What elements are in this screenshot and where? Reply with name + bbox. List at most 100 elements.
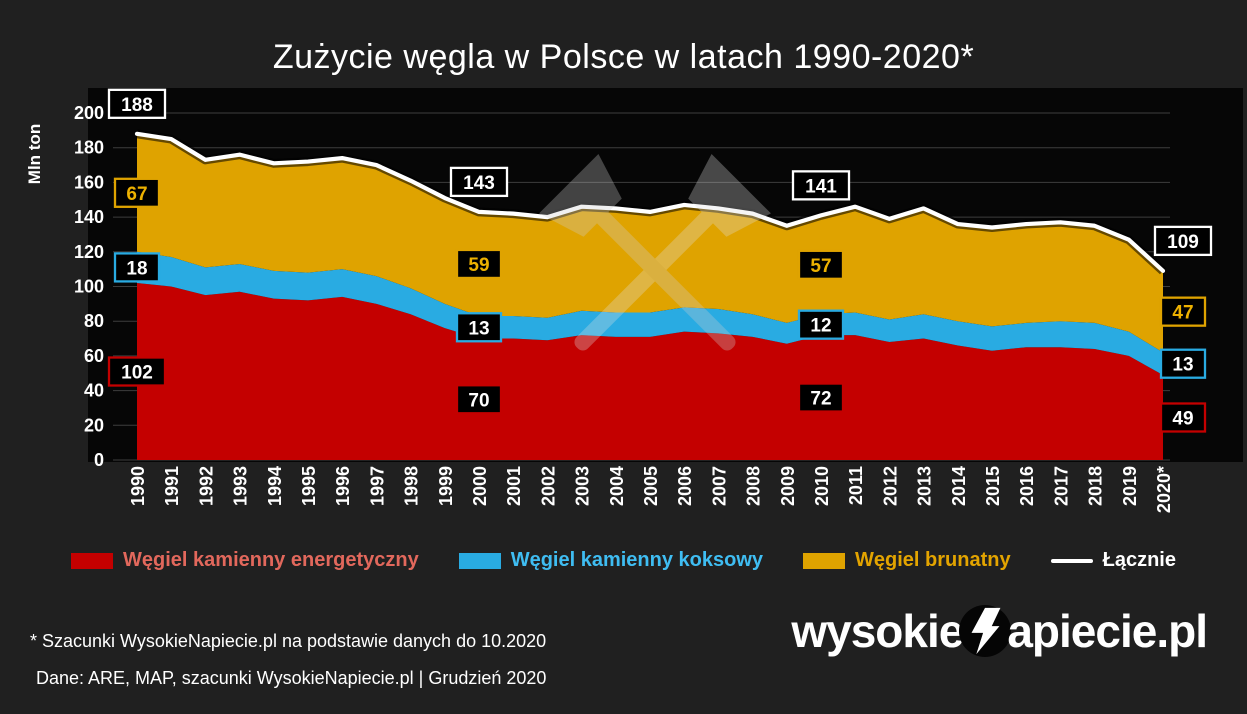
x-tick-label: 1993 — [231, 466, 251, 506]
chart-title: Zużycie węgla w Polsce w latach 1990-202… — [272, 38, 975, 76]
x-tick-label: 2015 — [983, 466, 1003, 506]
y-tick-label: 200 — [74, 103, 104, 123]
footnote-sources: Dane: ARE, MAP, szacunki WysokieNapiecie… — [36, 668, 547, 688]
x-tick-label: 2002 — [538, 466, 558, 506]
callout-energetyczny-102: 102 — [107, 356, 167, 387]
svg-text:12: 12 — [810, 316, 831, 337]
legend-label-lacznie: Łącznie — [1102, 549, 1176, 571]
y-tick-label: 80 — [84, 311, 104, 331]
callout-koksowy-13: 13 — [455, 312, 503, 343]
svg-text:109: 109 — [1167, 232, 1199, 253]
x-tick-label: 2001 — [504, 466, 524, 506]
legend-label-energetyczny: Węgiel kamienny energetyczny — [123, 549, 419, 571]
svg-text:13: 13 — [1172, 355, 1193, 376]
callout-koksowy-18: 18 — [113, 252, 161, 283]
callout-brunatny-57: 57 — [797, 249, 845, 280]
y-tick-label: 140 — [74, 207, 104, 227]
svg-text:13: 13 — [468, 318, 489, 339]
x-tick-label: 2010 — [812, 466, 832, 506]
x-tick-label: 2007 — [709, 466, 729, 506]
total-line — [134, 131, 1166, 273]
svg-text:18: 18 — [126, 258, 147, 279]
callout-brunatny-47: 47 — [1159, 296, 1207, 327]
x-tick-label: 1992 — [196, 466, 216, 506]
svg-text:47: 47 — [1172, 303, 1193, 324]
legend-swatch-brunatny — [803, 552, 846, 569]
chart-legend: Węgiel kamienny energetyczny Węgiel kami… — [0, 549, 1247, 572]
y-tick-label: 160 — [74, 172, 104, 192]
x-tick-label: 1996 — [333, 466, 353, 506]
legend-item-koksowy: Węgiel kamienny koksowy — [458, 549, 764, 572]
y-tick-label: 120 — [74, 242, 104, 262]
x-tick-label: 1997 — [367, 466, 387, 506]
area-brunatny — [137, 133, 1163, 353]
svg-text:67: 67 — [126, 184, 147, 205]
callout-brunatny-67: 67 — [113, 177, 161, 208]
legend-swatch-energetyczny — [71, 552, 114, 569]
callout-koksowy-12: 12 — [797, 309, 845, 340]
callout-lacznie-109: 109 — [1153, 225, 1213, 257]
x-tick-label: 2013 — [915, 466, 935, 506]
y-tick-label: 180 — [74, 138, 104, 158]
callout-energetyczny-49: 49 — [1159, 402, 1207, 433]
x-tick-label: 2006 — [675, 466, 695, 506]
mining-crossed-hammers-watermark — [539, 154, 771, 351]
callout-lacznie-143: 143 — [449, 166, 509, 198]
x-tick-label: 2019 — [1120, 466, 1140, 506]
x-tick-label: 1994 — [265, 466, 285, 506]
svg-text:59: 59 — [468, 255, 489, 276]
footnote-estimate: * Szacunki WysokieNapiecie.pl na podstaw… — [30, 631, 547, 651]
svg-text:188: 188 — [121, 95, 153, 116]
svg-text:70: 70 — [468, 390, 489, 411]
y-tick-label: 20 — [84, 415, 104, 435]
legend-item-lacznie: Łącznie — [1050, 549, 1176, 572]
x-tick-label: 2008 — [744, 466, 764, 506]
x-tick-label: 1990 — [128, 466, 148, 506]
callout-lacznie-141: 141 — [791, 170, 851, 201]
svg-text:49: 49 — [1172, 408, 1193, 429]
y-tick-label: 0 — [94, 450, 104, 470]
svg-text:143: 143 — [463, 173, 495, 194]
y-tick-label: 100 — [74, 277, 104, 297]
svg-text:102: 102 — [121, 363, 153, 384]
x-tick-label: 2003 — [573, 466, 593, 506]
x-tick-label: 2017 — [1051, 466, 1071, 506]
x-tick-label: 2014 — [949, 466, 969, 506]
x-tick-label: 2018 — [1086, 466, 1106, 506]
brand-logo: wysokie apiecie.pl — [791, 604, 1208, 658]
x-tick-label: 2009 — [778, 466, 798, 506]
legend-label-brunatny: Węgiel brunatny — [855, 549, 1011, 571]
x-tick-label: 2011 — [846, 466, 866, 505]
callout-energetyczny-70: 70 — [455, 384, 503, 415]
legend-swatch-koksowy — [458, 552, 501, 569]
area-koksowy — [137, 251, 1163, 375]
y-tick-label: 40 — [84, 381, 104, 401]
legend-label-koksowy: Węgiel kamienny koksowy — [510, 549, 764, 571]
logo-text-prefix: wysokie — [791, 605, 964, 657]
callout-brunatny-59: 59 — [455, 248, 503, 280]
callout-lacznie-188: 188 — [107, 88, 167, 119]
x-tick-label: 2020* — [1154, 466, 1174, 513]
x-tick-label: 2004 — [607, 466, 627, 506]
svg-text:57: 57 — [810, 256, 831, 277]
x-tick-label: 1995 — [299, 466, 319, 506]
x-tick-label: 2016 — [1017, 466, 1037, 506]
x-tick-label: 2005 — [641, 466, 661, 506]
logo-text-suffix: apiecie.pl — [1007, 605, 1208, 657]
x-tick-label: 2000 — [470, 466, 490, 506]
area-energetyczny — [137, 283, 1163, 460]
legend-item-energetyczny: Węgiel kamienny energetyczny — [71, 549, 419, 572]
x-tick-label: 1991 — [162, 466, 182, 506]
callout-energetyczny-72: 72 — [797, 382, 845, 413]
x-tick-label: 1999 — [436, 466, 456, 506]
x-tick-label: 2012 — [880, 466, 900, 506]
legend-swatch-lacznie — [1050, 558, 1093, 563]
legend-item-brunatny: Węgiel brunatny — [803, 549, 1011, 572]
lightning-bolt-icon — [959, 604, 1012, 658]
y-tick-label: 60 — [84, 346, 104, 366]
svg-text:72: 72 — [810, 389, 831, 410]
svg-text:141: 141 — [805, 176, 837, 197]
callout-koksowy-13: 13 — [1159, 348, 1207, 379]
x-tick-label: 1998 — [402, 466, 422, 506]
